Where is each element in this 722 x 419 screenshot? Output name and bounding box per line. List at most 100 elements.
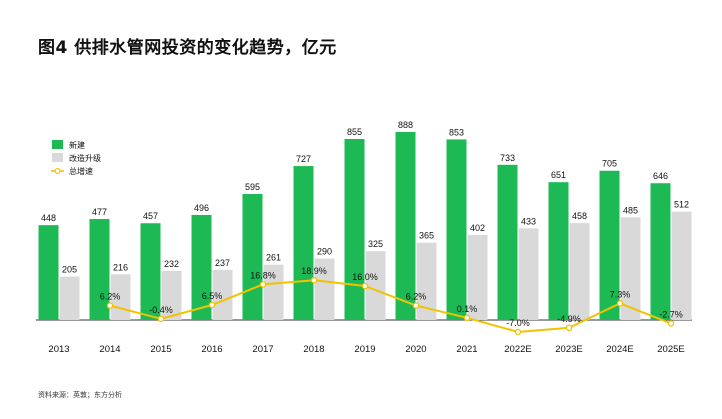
label-new-2019: 855 — [347, 127, 362, 137]
growth-label-2015: -0.4% — [149, 305, 173, 315]
bar-new-2015 — [140, 223, 161, 320]
tick-label-2024E: 2024E — [606, 344, 633, 355]
growth-point-2014 — [106, 302, 114, 309]
label-upgrade-2016: 237 — [215, 258, 230, 268]
bar-new-2022E — [497, 164, 518, 320]
label-upgrade-2015: 232 — [164, 259, 179, 269]
growth-point-2017 — [259, 281, 267, 288]
legend-label-upgrade: 改造升级 — [69, 153, 101, 163]
tick-label-2015: 2015 — [150, 344, 171, 355]
label-new-2024E: 705 — [602, 159, 617, 169]
growth-label-2017: 16.8% — [250, 270, 276, 280]
growth-label-2023E: -4.9% — [557, 314, 581, 324]
bar-new-2016 — [191, 214, 212, 320]
bar-upgrade-2013 — [59, 276, 80, 320]
tick-label-2019: 2019 — [354, 344, 375, 355]
bar-upgrade-2015 — [161, 270, 182, 320]
bar-new-2024E — [599, 170, 620, 320]
bar-upgrade-2017 — [263, 264, 284, 320]
label-new-2018: 727 — [296, 154, 311, 164]
bar-new-2017 — [242, 194, 263, 320]
bar-new-2020 — [395, 132, 416, 320]
growth-point-2024E — [616, 300, 624, 307]
growth-point-2023E — [565, 324, 573, 332]
bar-upgrade-2021 — [467, 234, 488, 320]
bar-new-2014 — [89, 219, 110, 320]
tick-label-2020: 2020 — [405, 344, 426, 355]
growth-label-2016: 6.5% — [202, 291, 223, 301]
label-new-2016: 496 — [194, 203, 209, 213]
growth-point-2015 — [157, 315, 165, 323]
bar-upgrade-2023E — [569, 223, 590, 320]
growth-label-2025E: -2.7% — [659, 309, 683, 319]
bar-upgrade-2018 — [314, 258, 335, 320]
label-new-2021: 853 — [449, 127, 464, 137]
bar-upgrade-2024E — [620, 217, 641, 320]
growth-point-2021 — [463, 314, 471, 322]
label-upgrade-2025E: 512 — [674, 200, 689, 210]
growth-point-2020 — [412, 302, 420, 309]
growth-point-2016 — [208, 301, 216, 309]
growth-label-2014: 6.2% — [100, 292, 121, 302]
chart-title: 图4 供排水管网投资的变化趋势，亿元 — [38, 38, 337, 58]
label-upgrade-2020: 365 — [419, 231, 434, 241]
source-note: 资料来源：英敦；东方分析 — [38, 391, 122, 399]
tick-label-2013: 2013 — [48, 344, 69, 355]
label-new-2014: 477 — [92, 207, 107, 217]
label-upgrade-2021: 402 — [470, 223, 485, 233]
bar-new-2023E — [548, 182, 569, 320]
bar-upgrade-2019 — [365, 251, 386, 320]
label-upgrade-2017: 261 — [266, 253, 281, 263]
bar-upgrade-2025E — [671, 211, 692, 320]
growth-point-2022E — [514, 328, 522, 336]
bar-upgrade-2020 — [416, 242, 437, 320]
bar-new-2013 — [38, 225, 59, 320]
bar-new-2018 — [293, 166, 314, 320]
label-new-2017: 595 — [245, 182, 260, 192]
tick-label-2016: 2016 — [201, 344, 222, 355]
label-new-2020: 888 — [398, 120, 413, 130]
growth-label-2022E: -7.0% — [506, 318, 530, 328]
label-new-2013: 448 — [41, 213, 56, 223]
label-upgrade-2018: 290 — [317, 247, 332, 257]
label-upgrade-2022E: 433 — [521, 216, 536, 226]
legend-label-growth: 总增速 — [69, 166, 93, 176]
tick-label-2014: 2014 — [99, 344, 120, 355]
label-upgrade-2014: 216 — [113, 262, 128, 272]
bar-new-2021 — [446, 139, 467, 320]
legend-marker-growth — [54, 168, 61, 175]
tick-label-2023E: 2023E — [555, 344, 582, 355]
growth-point-2018 — [310, 276, 318, 284]
label-upgrade-2013: 205 — [62, 265, 77, 275]
tick-label-2017: 2017 — [252, 344, 273, 355]
bar-new-2019 — [344, 138, 365, 320]
growth-label-2018: 18.9% — [301, 266, 327, 276]
growth-point-2019 — [361, 282, 369, 290]
growth-label-2019: 16.0% — [352, 272, 378, 282]
legend-swatch-new — [52, 140, 63, 149]
tick-label-2021: 2021 — [456, 344, 477, 355]
tick-label-2018: 2018 — [303, 344, 324, 355]
bar-upgrade-2014 — [110, 274, 131, 320]
label-new-2025E: 646 — [653, 171, 668, 181]
label-new-2022E: 733 — [500, 153, 515, 163]
legend-swatch-upgrade — [52, 153, 63, 162]
bar-new-2025E — [650, 183, 671, 320]
tick-label-2022E: 2022E — [504, 344, 531, 355]
legend-label-new: 新建 — [69, 140, 85, 150]
label-upgrade-2023E: 458 — [572, 211, 587, 221]
growth-line — [109, 279, 672, 334]
label-new-2015: 457 — [143, 211, 158, 221]
bar-upgrade-2016 — [212, 269, 233, 320]
growth-label-2021: 0.1% — [457, 304, 478, 314]
growth-label-2024E: 7.3% — [610, 289, 631, 299]
growth-point-2025E — [667, 320, 675, 327]
growth-label-2020: 6.2% — [406, 292, 427, 302]
tick-label-2025E: 2025E — [657, 344, 684, 355]
label-new-2023E: 651 — [551, 170, 566, 180]
label-upgrade-2019: 325 — [368, 239, 383, 249]
label-upgrade-2024E: 485 — [623, 205, 638, 215]
bar-upgrade-2022E — [518, 228, 539, 320]
